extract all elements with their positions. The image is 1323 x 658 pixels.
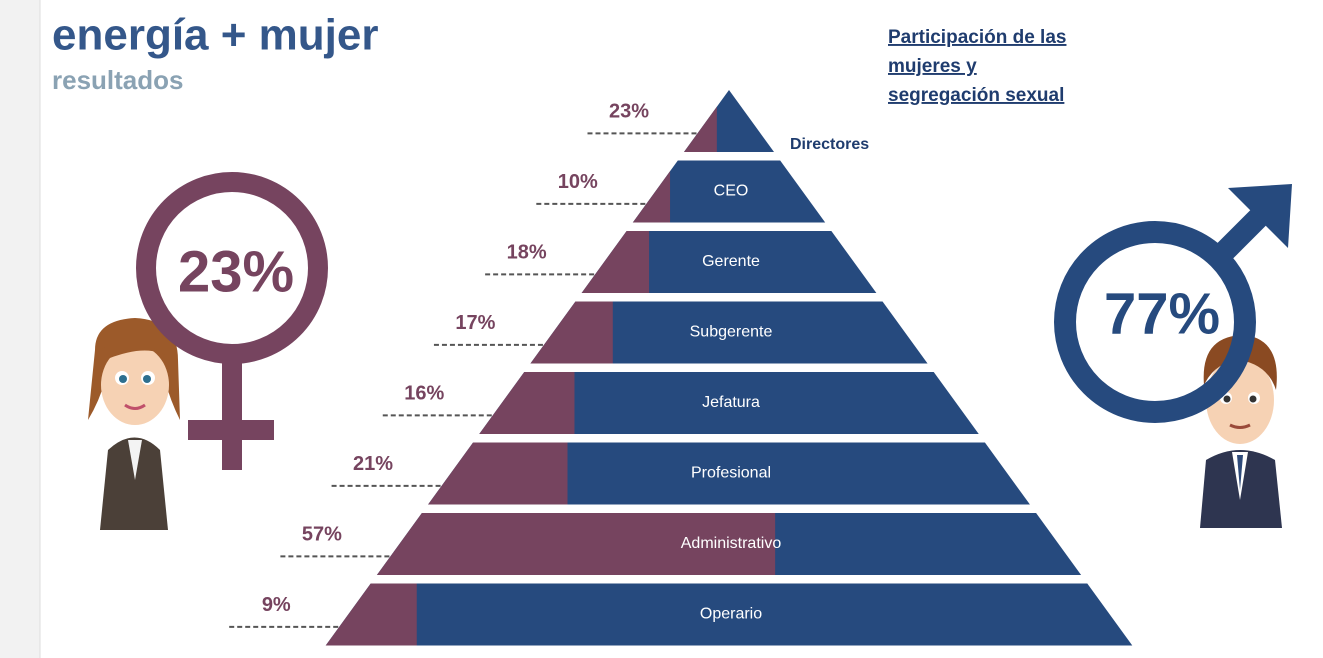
note-line: Participación de las	[888, 27, 1066, 48]
layer-label: Directores	[790, 136, 869, 153]
subtitle: resultados	[52, 65, 184, 95]
layer-label: Jefatura	[702, 394, 760, 411]
value-label: 17%	[455, 312, 495, 334]
sidebar	[0, 0, 40, 658]
value-label: 57%	[302, 523, 342, 545]
layer-label: Gerente	[702, 253, 760, 270]
note-line: segregación sexual	[888, 85, 1064, 106]
layer-label: Profesional	[691, 465, 771, 482]
value-label: 10%	[558, 171, 598, 193]
value-label: 21%	[353, 453, 393, 475]
layer-label: Administrativo	[681, 535, 782, 552]
layer-label: CEO	[714, 183, 749, 200]
value-label: 23%	[609, 100, 649, 122]
value-label: 18%	[507, 241, 547, 263]
male-share: 77%	[1104, 281, 1220, 346]
female-share: 23%	[178, 239, 294, 304]
note-line: mujeres y	[888, 56, 977, 77]
layer-label: Operario	[700, 606, 762, 623]
value-label: 9%	[262, 594, 291, 616]
title: energía + mujer	[52, 11, 378, 60]
slide: energía + mujer resultados Participación…	[0, 0, 1323, 658]
value-label: 16%	[404, 382, 444, 404]
layer-label: Subgerente	[690, 324, 773, 341]
